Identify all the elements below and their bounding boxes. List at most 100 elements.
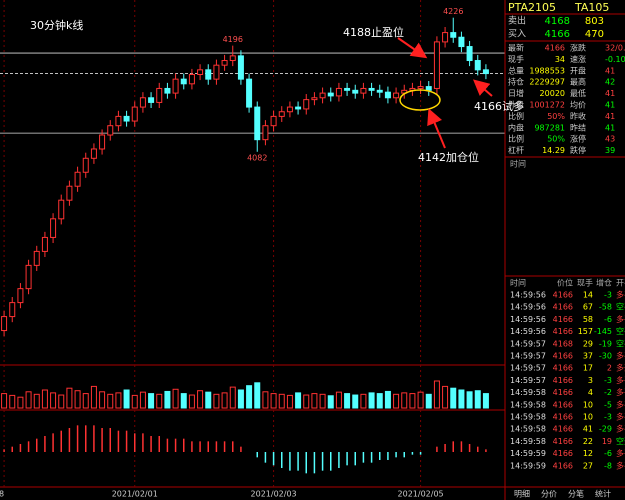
volume-bar: [344, 393, 351, 409]
volume-bar: [82, 393, 89, 409]
trade-cell: 14:59:59: [510, 449, 546, 458]
stat-value: 41: [605, 89, 615, 98]
candle-body: [344, 87, 351, 91]
candle-body: [58, 199, 65, 220]
volume-bar: [58, 394, 65, 409]
x-tick-label: 2021/02/01: [112, 490, 158, 499]
volume-bar: [335, 391, 342, 409]
trade-cell: 14: [583, 291, 593, 300]
candle-body: [474, 60, 481, 71]
trade-cell: 14:59:56: [510, 327, 546, 336]
volume-bar: [270, 393, 277, 409]
highlight-ellipse: [399, 89, 441, 111]
stat-value: 39: [605, 146, 615, 155]
candle-body: [115, 115, 122, 127]
volume-bar: [99, 391, 106, 409]
trade-cell: 3: [588, 376, 593, 385]
stat-value: 32/0.7: [605, 44, 625, 53]
price-label: 4082: [247, 153, 267, 162]
volume-bar: [393, 393, 400, 409]
chart-area: 2021/01/28 2021/02/01 2021/02/03 2021/02/05…: [0, 0, 505, 499]
trade-cell: 58: [583, 315, 593, 324]
trade-cell: -6: [604, 315, 612, 324]
book-label: 卖出: [508, 15, 526, 27]
trade-cell: 14:59:58: [510, 425, 546, 434]
volume-bar: [278, 393, 285, 409]
volume-bar: [482, 393, 489, 409]
annotation: 4166试多: [474, 99, 524, 113]
volume-bar: [205, 391, 212, 409]
volume-bar: [327, 395, 334, 409]
volume-bar: [311, 393, 318, 409]
stat-value: 2229297: [529, 78, 565, 87]
stat-value: 42: [605, 78, 615, 87]
candle-body: [384, 91, 391, 99]
volume-bar: [156, 393, 163, 409]
stat-label: 比例: [508, 111, 524, 121]
volume-bar: [352, 394, 359, 409]
candle-body: [107, 125, 114, 136]
volume-bar: [33, 393, 40, 409]
tab[interactable]: 统计: [595, 489, 611, 499]
stat-value: 41: [605, 123, 615, 132]
trade-cell: 多平: [616, 460, 625, 470]
book-price: 4166: [545, 29, 570, 40]
trade-cell: 多开: [616, 363, 625, 373]
trade-cell: 17: [583, 364, 593, 373]
tab[interactable]: 分笔: [568, 489, 584, 499]
candle-body: [148, 97, 155, 103]
candle-body: [123, 115, 130, 122]
candle-body: [90, 148, 97, 159]
trade-cell: 多平: [616, 399, 625, 409]
volume-bar: [139, 391, 146, 409]
stat-label: 现手: [508, 54, 524, 64]
stat-value: 41: [605, 101, 615, 110]
candle-body: [425, 86, 432, 91]
volume-bar: [450, 387, 457, 409]
candle-body: [197, 69, 204, 75]
tab[interactable]: 分价: [541, 490, 557, 499]
trade-cell: 4166: [553, 315, 573, 324]
volume-bar: [221, 392, 228, 409]
volume-bar: [368, 392, 375, 409]
volume-bar: [107, 393, 114, 409]
candle-body: [237, 55, 244, 80]
trade-cell: 4166: [553, 413, 573, 422]
volume-bar: [197, 390, 204, 409]
trade-cell: 4166: [553, 461, 573, 470]
candle-body: [17, 288, 24, 304]
candle-body: [50, 218, 57, 238]
trade-cell: 4166: [553, 449, 573, 458]
code: TA105: [574, 1, 609, 14]
stat-label: 杠杆: [508, 145, 524, 155]
time-label: 时间: [510, 159, 526, 169]
stat-label: 昨结: [570, 122, 586, 132]
volume-bar: [25, 391, 32, 409]
trade-cell: 4166: [553, 364, 573, 373]
candle-body: [393, 92, 400, 99]
tab[interactable]: 明细: [514, 489, 530, 499]
trade-cell: 14:59:58: [510, 413, 546, 422]
candle-body: [319, 92, 326, 99]
stat-value: 14.29: [542, 146, 565, 155]
volume-bar: [50, 392, 57, 409]
trade-cell: 空平: [616, 326, 625, 336]
trade-cell: 41: [583, 425, 593, 434]
candle-body: [82, 157, 89, 173]
candle-body: [180, 78, 187, 85]
candle-body: [188, 73, 195, 85]
stat-value: 1001272: [529, 101, 565, 110]
candle-body: [442, 32, 449, 43]
volume-bar: [1, 393, 8, 409]
trade-cell: 空开: [616, 436, 625, 446]
trade-cell: 19: [602, 437, 612, 446]
trade-cell: 10: [583, 400, 593, 409]
stat-label: 涨停: [570, 134, 586, 144]
annotation: 4142加仓位: [418, 150, 479, 164]
trade-header: 价位: [557, 278, 573, 288]
candle-body: [156, 87, 163, 103]
trade-cell: -8: [604, 461, 612, 470]
arrow: [472, 79, 493, 97]
stat-value: 1988553: [529, 66, 565, 75]
trade-cell: 14:59:57: [510, 376, 546, 385]
